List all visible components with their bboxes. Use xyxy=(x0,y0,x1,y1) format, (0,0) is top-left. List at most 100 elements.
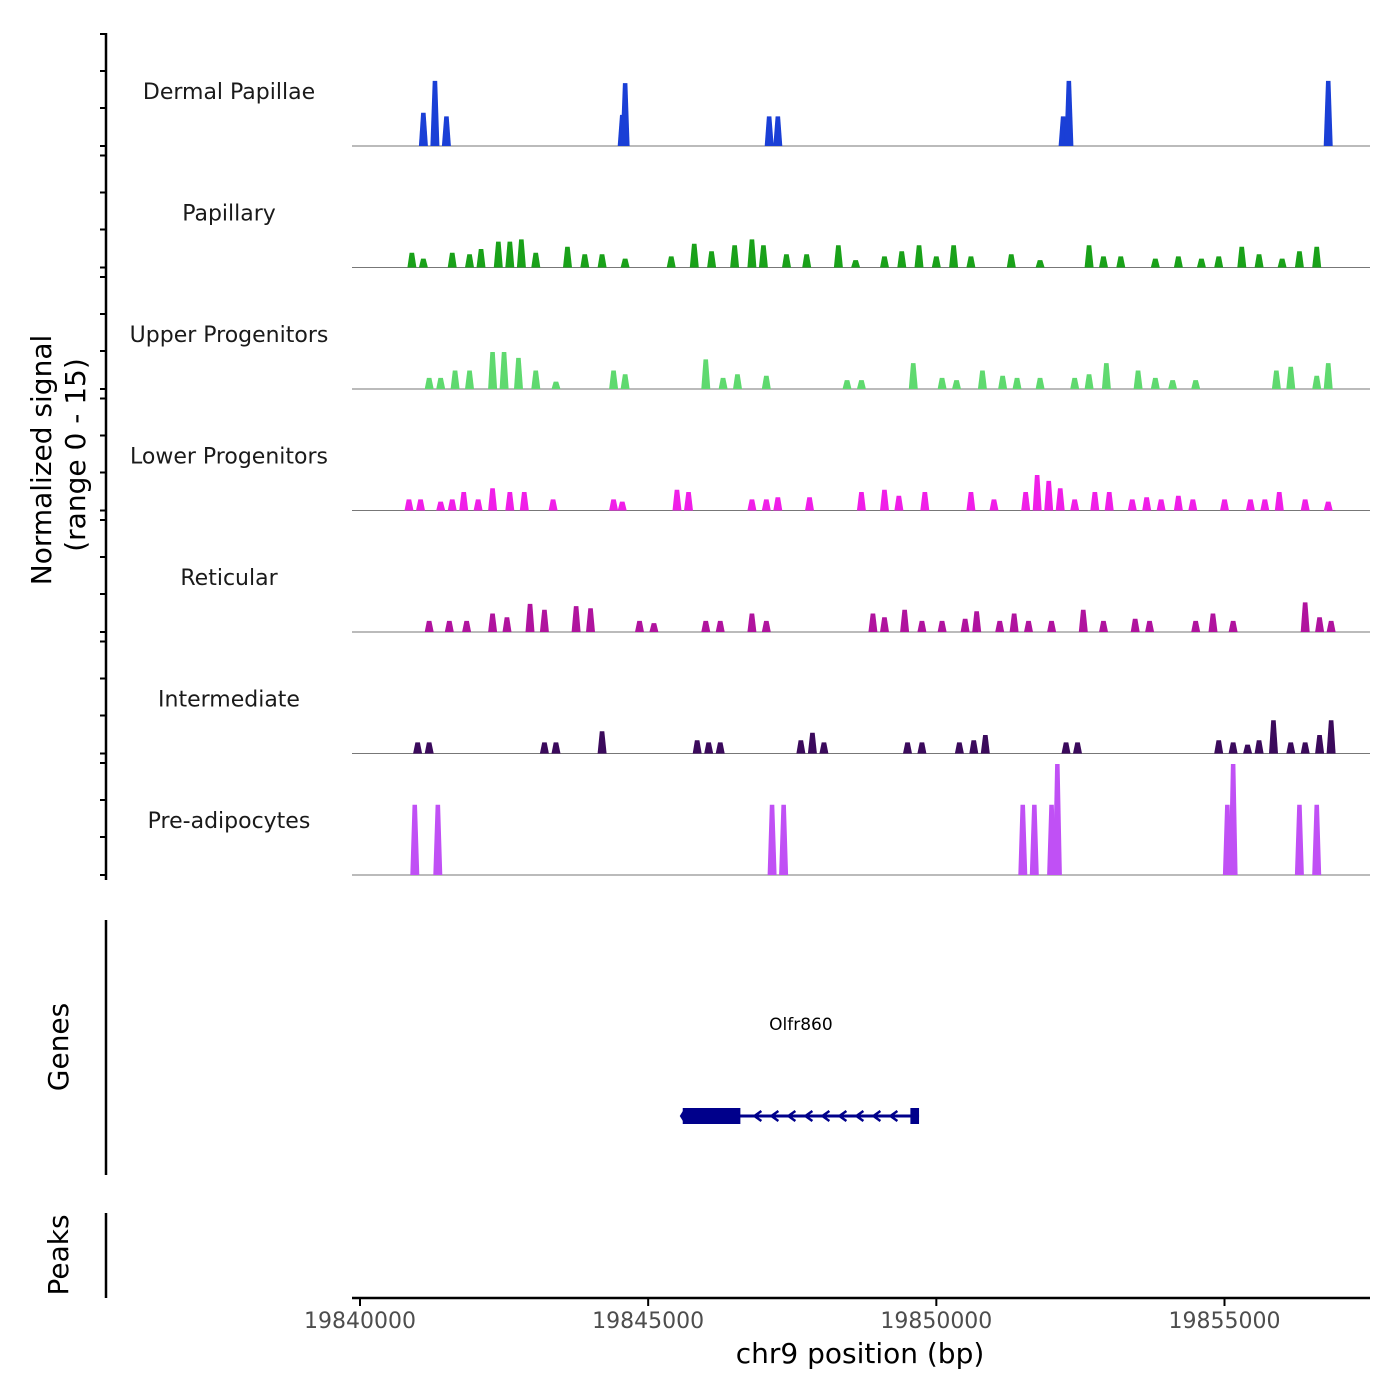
signal-peak xyxy=(1101,363,1111,389)
signal-peak xyxy=(914,245,924,268)
signal-peak xyxy=(1286,742,1296,754)
signal-peak xyxy=(894,495,904,511)
signal-peak xyxy=(505,241,515,268)
signal-peak xyxy=(1021,492,1031,511)
signal-peak xyxy=(960,618,970,632)
signal-peak xyxy=(1243,744,1253,754)
signal-peak xyxy=(672,489,682,511)
signal-peak xyxy=(1173,495,1183,511)
signal-peak xyxy=(1326,720,1336,754)
signal-peak xyxy=(1024,620,1033,632)
signal-peak xyxy=(764,116,774,146)
signal-peak xyxy=(704,742,714,754)
signal-peak xyxy=(519,492,529,511)
signal-peak xyxy=(1168,380,1178,389)
signal-peak xyxy=(995,620,1005,632)
signal-peak xyxy=(689,243,699,268)
y-axis-title: Normalized signal xyxy=(25,335,58,586)
signal-peak xyxy=(586,608,595,632)
signal-peak xyxy=(447,499,457,511)
signal-peak xyxy=(424,377,434,389)
signal-peak xyxy=(701,620,711,632)
signal-peak xyxy=(715,620,725,632)
peaks-panel-label: Peaks xyxy=(42,1214,75,1295)
signal-peak xyxy=(730,245,740,268)
signal-peak xyxy=(1044,480,1054,511)
signal-peak xyxy=(1312,246,1322,268)
signal-peak xyxy=(1116,256,1126,268)
track-dermal-papillae: Dermal Papillae xyxy=(143,80,1370,147)
signal-peak xyxy=(424,742,434,754)
signal-peak xyxy=(620,83,630,146)
signal-peak xyxy=(1061,742,1071,754)
track-upper-progenitors: Upper Progenitors xyxy=(130,323,1370,390)
signal-peak xyxy=(1220,499,1229,511)
signal-peak xyxy=(499,352,509,389)
signal-peak xyxy=(1035,260,1045,268)
signal-peak xyxy=(1150,258,1160,268)
signal-peak xyxy=(580,254,590,268)
track-pre-adipocytes: Pre-adipocytes xyxy=(148,764,1370,876)
signal-peak xyxy=(1018,804,1028,875)
signal-peak xyxy=(747,239,757,268)
signal-peak xyxy=(450,370,460,389)
signal-peak xyxy=(413,742,423,754)
signal-peak xyxy=(761,620,771,632)
signal-peak xyxy=(747,499,757,511)
signal-peak xyxy=(954,742,964,754)
signal-peak xyxy=(1084,374,1094,389)
signal-peak xyxy=(796,740,806,754)
signal-peak xyxy=(1150,377,1160,389)
signal-peak xyxy=(1228,764,1238,875)
signal-peak xyxy=(917,620,927,632)
signal-peak xyxy=(531,370,541,389)
signal-peak xyxy=(609,370,619,389)
signal-peak xyxy=(617,501,627,511)
signal-peak xyxy=(649,623,659,632)
signal-peak xyxy=(1208,613,1218,632)
strand-arrow xyxy=(752,1109,763,1123)
y-axis-subtitle: (range 0 - 15) xyxy=(59,358,92,552)
track-label: Upper Progenitors xyxy=(130,323,329,348)
signal-peak xyxy=(548,499,558,511)
signal-peak xyxy=(1214,256,1224,268)
signal-peak xyxy=(436,377,446,389)
signal-peak xyxy=(539,742,549,754)
signal-peak xyxy=(1090,492,1100,511)
signal-peak xyxy=(418,112,428,146)
signal-peak xyxy=(1078,609,1088,632)
signal-peak xyxy=(761,499,771,511)
signal-peak xyxy=(880,256,889,268)
signal-tracks: Dermal Papillae Papillary Upper Progenitor… xyxy=(130,80,1370,876)
signal-peak xyxy=(980,735,990,754)
signal-peak xyxy=(1070,377,1080,389)
signal-peak xyxy=(998,375,1008,389)
signal-peak xyxy=(1323,501,1333,511)
signal-peak xyxy=(1070,499,1080,511)
signal-peak xyxy=(444,620,454,632)
signal-peak xyxy=(597,731,607,754)
signal-peak xyxy=(1254,254,1264,268)
signal-peak xyxy=(1130,618,1140,632)
axes: 19840000 19845000 19850000 19855000 xyxy=(100,33,1370,1334)
track-label: Reticular xyxy=(180,566,278,591)
signal-peak xyxy=(1277,258,1287,268)
signal-peak xyxy=(620,258,630,268)
signal-peak xyxy=(1035,377,1045,389)
signal-peak xyxy=(1188,499,1198,511)
signal-peak xyxy=(433,804,443,875)
signal-peak xyxy=(1237,246,1247,268)
signal-peak xyxy=(1084,245,1094,268)
signal-peak xyxy=(1127,499,1137,511)
signal-peak xyxy=(1156,499,1166,511)
signal-peak xyxy=(1191,620,1201,632)
signal-peak xyxy=(1196,258,1206,268)
track-label: Papillary xyxy=(182,202,276,227)
signal-peak xyxy=(856,380,866,389)
gene-track: Olfr860 xyxy=(679,1015,920,1124)
strand-arrow xyxy=(679,1108,685,1124)
track-label: Intermediate xyxy=(158,688,300,713)
signal-peak xyxy=(1029,804,1039,875)
signal-peak xyxy=(684,492,693,511)
